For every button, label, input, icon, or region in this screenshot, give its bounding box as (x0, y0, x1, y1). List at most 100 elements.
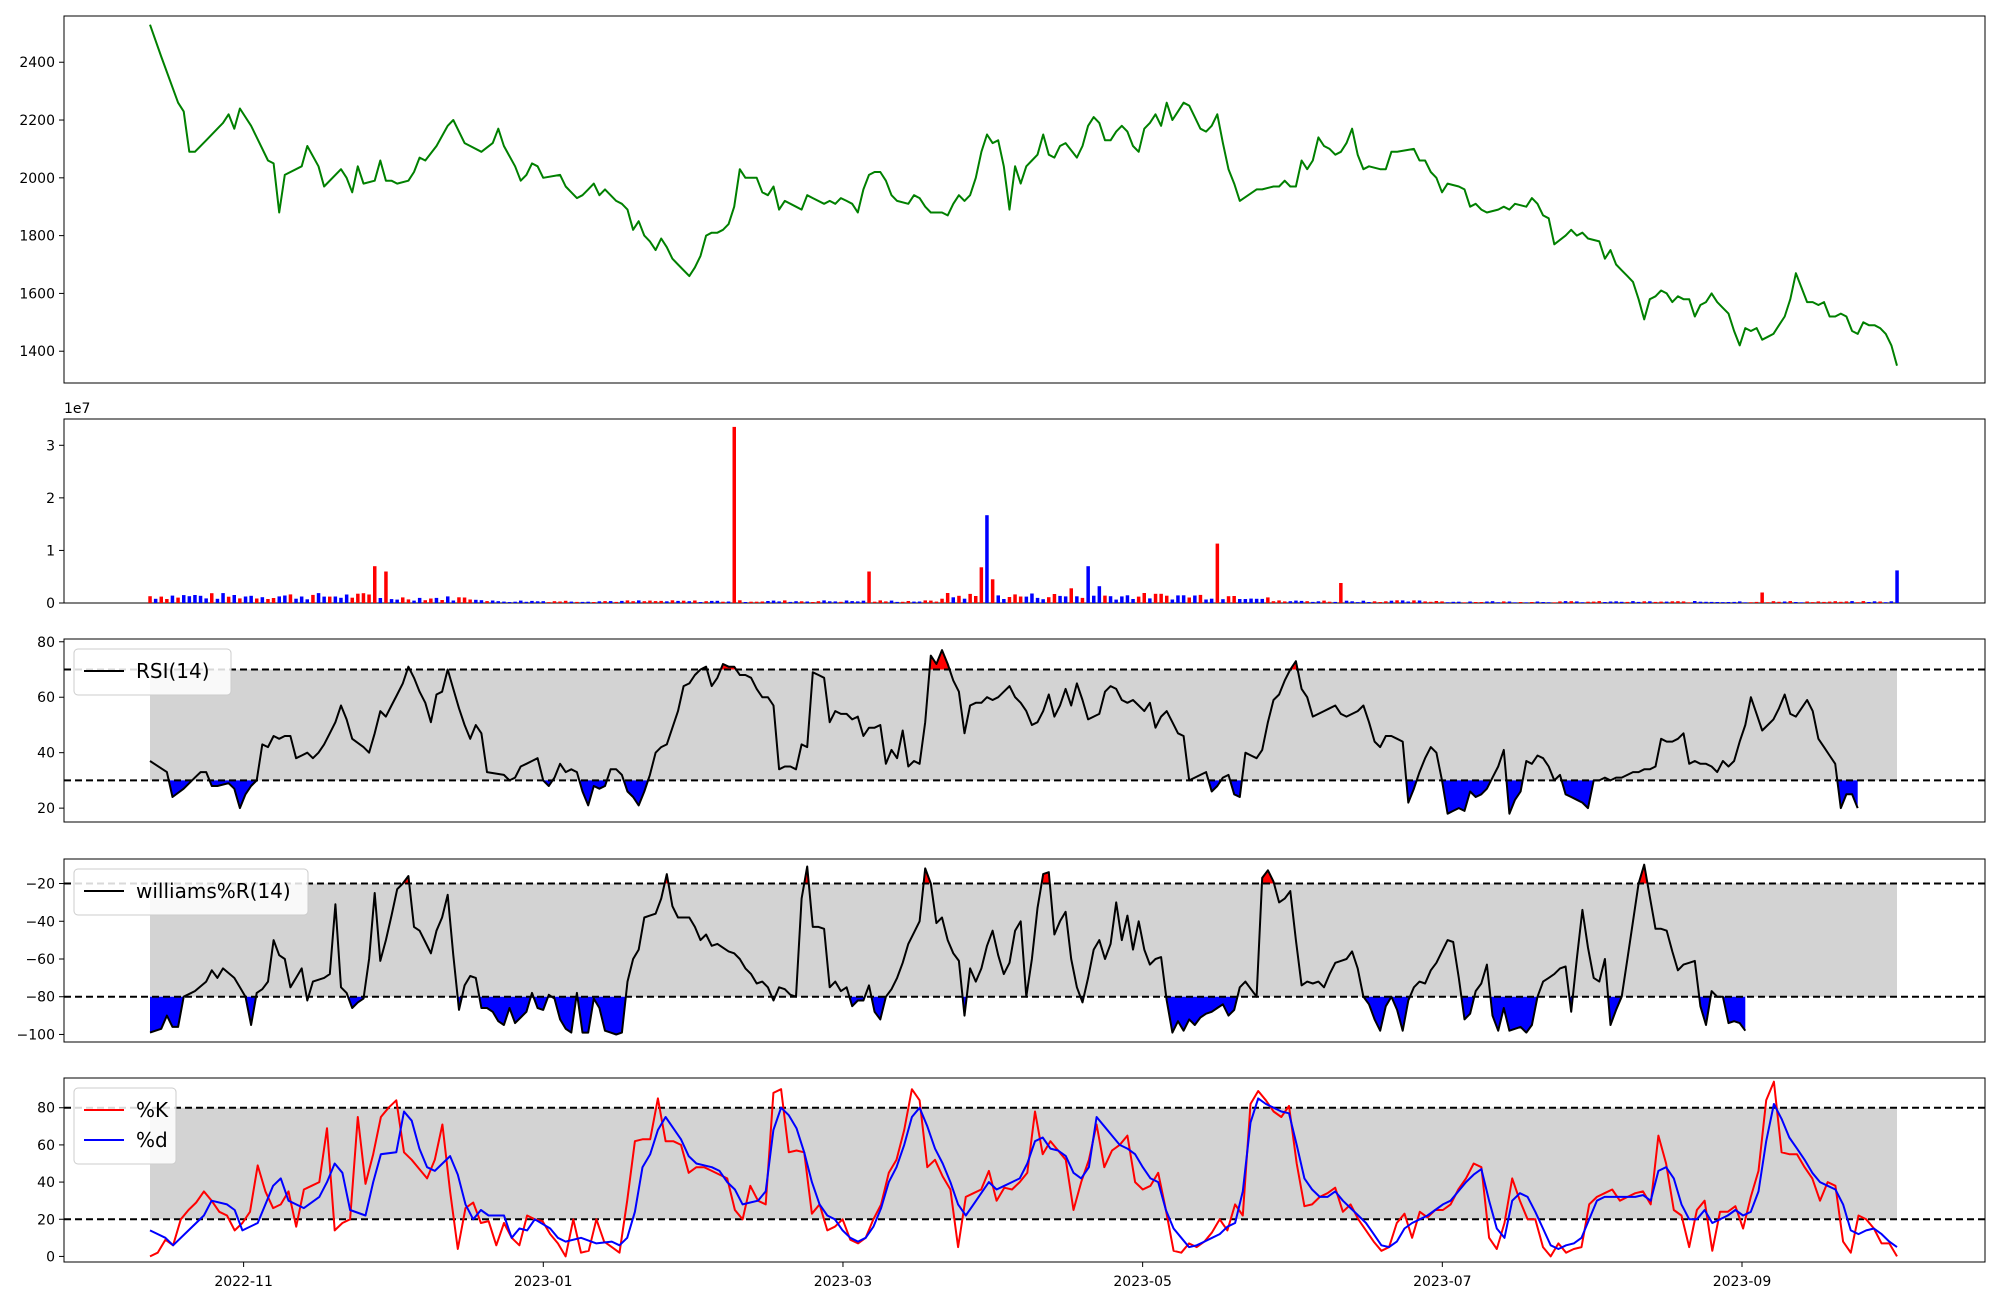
volume-bar (1311, 601, 1315, 603)
volume-bar (1693, 601, 1697, 603)
volume-bar (328, 596, 332, 603)
volume-bar (1131, 599, 1135, 603)
volume-bar (373, 566, 377, 603)
volume-bar (563, 600, 568, 603)
volume-bar (1479, 602, 1484, 603)
volume-bar (1204, 599, 1208, 603)
volume-bar (878, 600, 882, 603)
volume-bar (255, 598, 259, 603)
williams-oversold-fill (1699, 996, 1711, 1025)
volume-bar (1597, 601, 1601, 603)
williams-oversold-fill (245, 996, 257, 1025)
volume-bar (1687, 602, 1691, 603)
x-axis: 2022-11 2023-01 2023-03 2023-05 2023-07 2023-… (214, 1262, 1771, 1290)
volume-bar (1361, 600, 1366, 603)
volume-bar (777, 601, 781, 603)
volume-bar (1535, 601, 1540, 603)
volume-offset-text: 1e7 (64, 401, 90, 417)
volume-bar (1209, 598, 1214, 603)
volume-bar (395, 599, 399, 603)
volume-bar (1007, 597, 1012, 603)
volume-bar (1530, 602, 1534, 603)
volume-bar (1782, 601, 1787, 603)
volume-bar (844, 600, 849, 603)
volume-bar (1681, 601, 1686, 603)
volume-bar (1327, 601, 1332, 603)
volume-bar (468, 599, 472, 603)
stoch-legend: %K %d (73, 1087, 177, 1165)
volume-bar (490, 600, 495, 603)
price-y-tick-label: 1600 (19, 286, 55, 302)
volume-bar (226, 596, 231, 603)
stoch-legend-box (73, 1087, 177, 1165)
volume-bar (1855, 602, 1860, 603)
volume-bar (283, 595, 287, 603)
volume-bar (996, 595, 1000, 603)
volume-bar (1086, 566, 1090, 603)
volume-bar (1316, 601, 1321, 603)
price-line (149, 24, 1898, 366)
volume-bar (917, 601, 922, 603)
volume-bar (389, 599, 394, 603)
volume-bar (1872, 601, 1877, 603)
volume-bar (1024, 596, 1029, 603)
volume-bar (243, 596, 248, 603)
volume-bar (1760, 592, 1764, 603)
volume-bar (665, 601, 669, 603)
volume-bar (884, 601, 888, 603)
volume-bar (1474, 602, 1478, 603)
volume-bar (743, 602, 748, 603)
volume-bar (1507, 601, 1512, 603)
volume-bar (1339, 583, 1343, 603)
volume-bar (985, 515, 989, 603)
volume-bar (1524, 602, 1528, 603)
volume-bar (962, 598, 967, 603)
volume-bar (1187, 597, 1191, 603)
volume-bar (333, 596, 338, 603)
volume-bar (1462, 602, 1467, 603)
volume-bar (1563, 601, 1568, 603)
volume-bar (378, 598, 383, 603)
volume-bar (423, 600, 427, 603)
volume-bar (1794, 602, 1798, 603)
volume-bar (277, 596, 281, 603)
volume-bar (1434, 601, 1439, 603)
x-tick-label: 2023-05 (1113, 1274, 1172, 1290)
volume-bar (249, 595, 253, 603)
volume-bar (474, 599, 478, 603)
volume-bar (153, 598, 158, 603)
volume-bar (1799, 602, 1804, 603)
volume-bar (839, 601, 843, 603)
volume-bar (1788, 601, 1792, 603)
volume-y-axis: 0 1 2 3 (46, 438, 64, 612)
volume-bar (1221, 599, 1225, 603)
volume-bar (1440, 601, 1444, 603)
volume-bar (412, 600, 416, 603)
volume-bar (479, 600, 484, 603)
volume-bar (822, 600, 826, 603)
stoch-y-tick-label: 80 (37, 1101, 55, 1117)
volume-bar (311, 594, 315, 603)
price-y-axis: 1400 1600 1800 2000 2200 2400 (19, 55, 64, 360)
volume-bar (1833, 601, 1837, 603)
volume-bar (530, 600, 534, 603)
volume-bar (457, 597, 461, 603)
volume-bar (1013, 594, 1017, 603)
volume-bar (1277, 600, 1281, 603)
volume-bar (429, 598, 433, 603)
volume-bar (642, 601, 647, 603)
volume-bar (294, 598, 298, 603)
volume-bar (990, 579, 995, 603)
rsi-y-tick-label: 20 (37, 801, 55, 817)
volume-bar (204, 598, 208, 603)
volume-bar (693, 600, 697, 603)
volume-bar (1299, 600, 1304, 603)
volume-bar (951, 597, 955, 603)
williams-overbought-fill (1262, 870, 1274, 884)
volume-bar (659, 600, 663, 603)
volume-bar (625, 600, 630, 603)
volume-bar (1069, 588, 1073, 603)
volume-bar (1552, 602, 1557, 603)
volume-bar (170, 595, 175, 603)
